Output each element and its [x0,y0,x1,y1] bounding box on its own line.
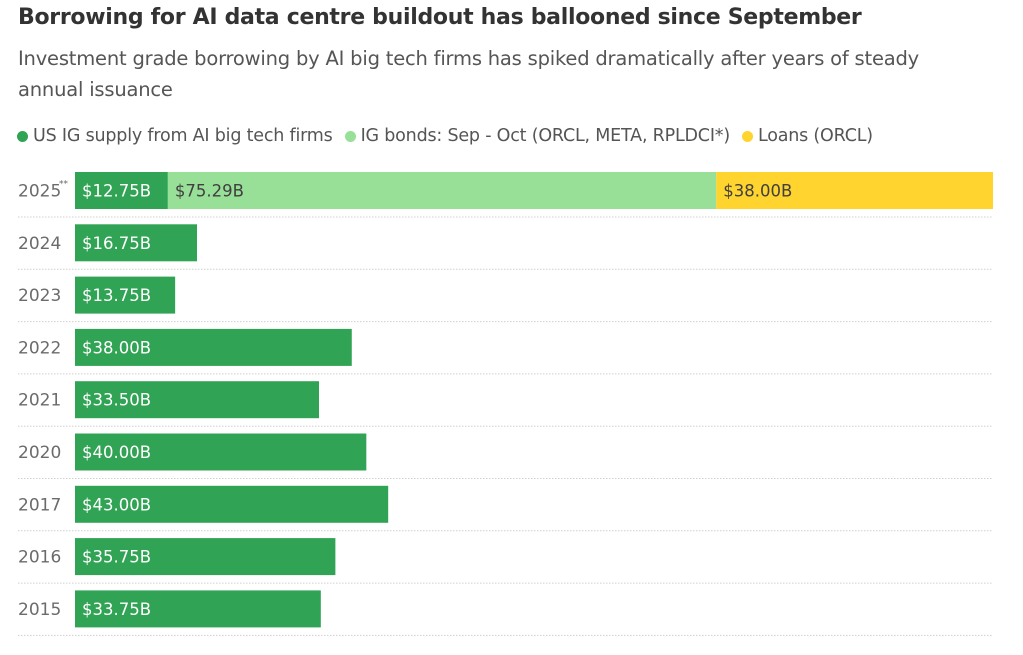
bar-value-label: $16.75B [82,234,151,253]
legend-swatch-icon [344,130,356,142]
category-label: 2020 [18,443,61,463]
bar-value-label: $35.75B [82,548,151,567]
category-footnote-marker: ** [59,180,69,190]
bar-value-label: $40.00B [82,443,151,462]
bar-value-label: $43.00B [82,495,151,514]
category-label: 2021 [18,391,61,411]
legend-item-ig-bonds: IG bonds: Sep - Oct (ORCL, META, RPLDCI*… [344,126,731,146]
legend-item-loans: Loans (ORCL) [741,126,873,146]
category-label: 2015 [18,600,61,620]
chart-subtitle: Investment grade borrowing by AI big tec… [18,47,920,101]
bar-value-label: $75.29B [175,182,244,201]
legend-swatch-icon [741,130,753,142]
category-label: 2022 [18,338,61,358]
bar-segment [75,276,176,314]
legend-label: IG bonds: Sep - Oct (ORCL, META, RPLDCI*… [360,126,731,146]
legend-swatch-icon [17,130,28,142]
bar-segment [75,538,336,576]
bar-value-label: $38.00B [82,338,151,357]
category-label: 2016 [18,548,61,568]
bar-segment [75,485,389,523]
bar-value-label: $12.75B [82,182,151,201]
category-label: 2024 [18,234,61,254]
legend-item-us-ig-supply: US IG supply from AI big tech firms [17,126,333,146]
bar-segment [75,590,321,628]
bar-segment [75,172,168,209]
chart-title: Borrowing for AI data centre buildout ha… [18,5,862,30]
bar-segment [716,172,993,209]
category-label: 2025 [18,182,61,202]
bar-value-label: $38.00B [723,182,792,201]
bar-segment [75,224,197,262]
bar-value-label: $33.75B [82,600,151,619]
bar-value-label: $13.75B [82,286,151,305]
bar-value-label: $33.50B [82,391,151,410]
legend-label: Loans (ORCL) [757,126,873,146]
legend-label: US IG supply from AI big tech firms [33,126,333,146]
legend: US IG supply from AI big tech firms IG b… [17,126,873,146]
bar-segment [75,381,319,419]
bar-segment [75,328,352,366]
category-label: 2023 [18,286,61,306]
bar-segment [75,433,367,471]
bar-segment [167,172,717,209]
category-label: 2017 [18,495,61,515]
